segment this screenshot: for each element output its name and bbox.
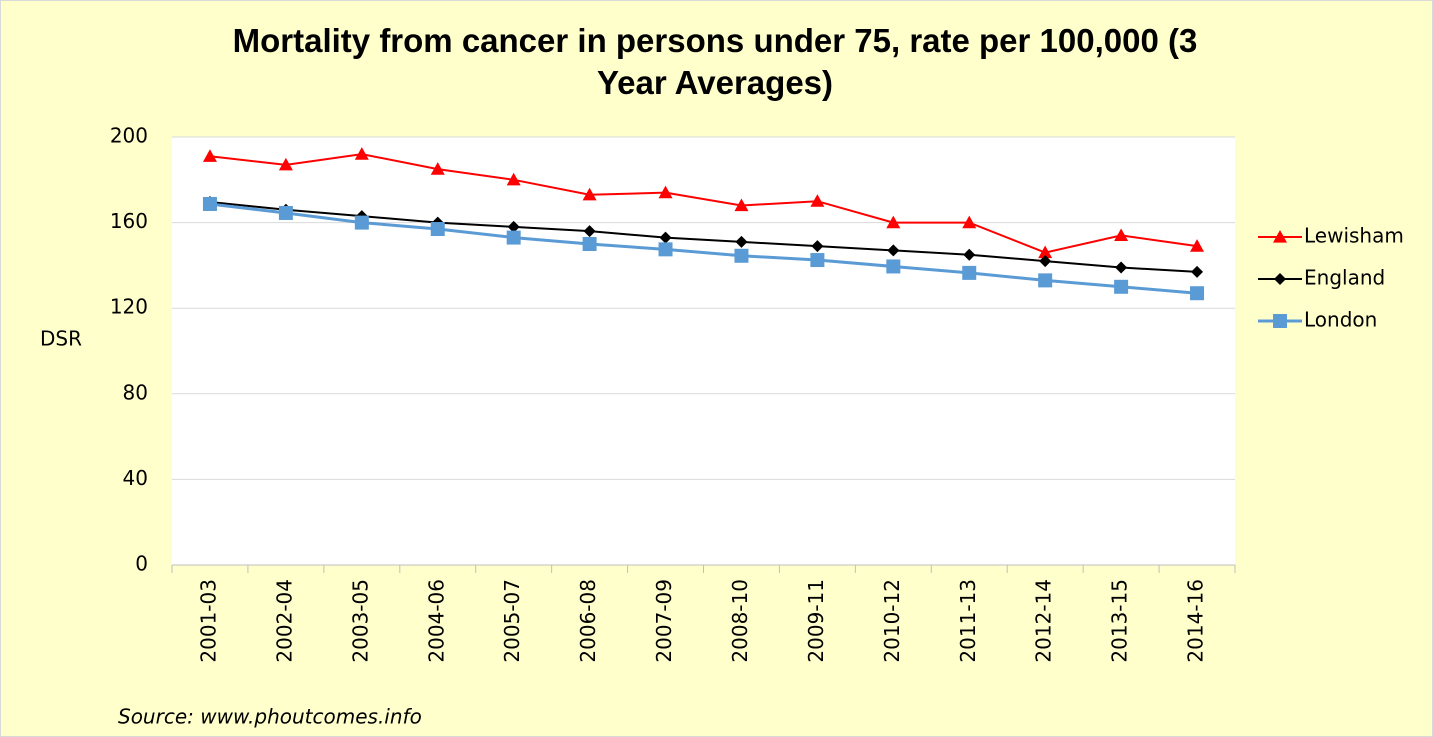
x-tick-label: 2011-13 (956, 579, 980, 663)
data-point (1039, 255, 1052, 268)
data-point (506, 230, 521, 245)
x-tick-label: 2002-04 (272, 579, 296, 663)
x-tick-label: 2007-09 (652, 579, 676, 663)
data-point (962, 215, 977, 229)
data-point (278, 157, 293, 171)
data-point (735, 235, 748, 248)
y-tick-label: 80 (123, 380, 148, 404)
x-tick-label: 2006-08 (576, 579, 600, 663)
legend-label: England (1304, 266, 1385, 290)
data-point (506, 172, 521, 186)
data-point (582, 187, 597, 201)
x-tick-label: 2014-16 (1184, 579, 1208, 663)
data-point (658, 185, 673, 199)
source-note: Source: www.phoutcomes.info (118, 705, 422, 729)
y-tick-label: 200 (110, 124, 148, 148)
data-point (810, 194, 825, 207)
data-point (811, 240, 824, 253)
series-line (209, 153, 1198, 254)
data-point (354, 215, 369, 230)
y-axis-label: DSR (40, 327, 82, 351)
data-point (887, 244, 900, 257)
x-tick-label: 2004-06 (424, 579, 448, 663)
data-point (1114, 279, 1129, 294)
x-tick-label: 2012-14 (1032, 579, 1056, 663)
legend-marker (1274, 273, 1286, 285)
data-point (734, 198, 749, 212)
data-point (963, 248, 976, 261)
data-point (1038, 245, 1053, 259)
data-point (659, 231, 672, 244)
data-point (658, 242, 673, 257)
series-line (209, 202, 1198, 295)
x-tick-label: 2001-03 (196, 579, 220, 663)
y-tick-label: 160 (110, 209, 148, 233)
legend-label: London (1304, 308, 1377, 332)
x-tick-label: 2009-11 (804, 579, 828, 663)
data-point (354, 147, 369, 160)
series-line (209, 201, 1198, 273)
plot-area (172, 137, 1235, 565)
data-point (1114, 228, 1129, 242)
data-point (1115, 261, 1128, 274)
y-tick-label: 120 (110, 295, 148, 319)
x-tick-label: 2010-12 (880, 579, 904, 663)
legend-marker (1273, 230, 1287, 243)
data-point (1191, 265, 1204, 278)
data-point (1190, 239, 1205, 252)
data-point (1190, 286, 1205, 301)
y-tick-label: 0 (135, 552, 148, 576)
data-point (278, 205, 293, 220)
data-point (734, 248, 749, 263)
data-point (583, 225, 596, 238)
chart-title: Mortality from cancer in persons under 7… (232, 22, 1198, 101)
data-point (1038, 273, 1053, 288)
data-point (886, 215, 901, 229)
x-tick-label: 2003-05 (348, 579, 372, 663)
data-point (202, 149, 217, 162)
x-tick-label: 2005-07 (500, 579, 524, 663)
x-tick-label: 2008-10 (728, 579, 752, 663)
x-tick-label: 2013-15 (1108, 579, 1132, 663)
legend-label: Lewisham (1304, 224, 1404, 248)
data-point (430, 222, 445, 237)
data-point (582, 237, 597, 251)
data-point (507, 220, 520, 233)
data-point (810, 253, 825, 268)
y-tick-label: 40 (123, 466, 148, 490)
data-point (430, 162, 445, 175)
data-point (962, 265, 977, 280)
data-point (886, 259, 901, 274)
data-point (202, 196, 217, 211)
legend-marker (1273, 314, 1287, 328)
